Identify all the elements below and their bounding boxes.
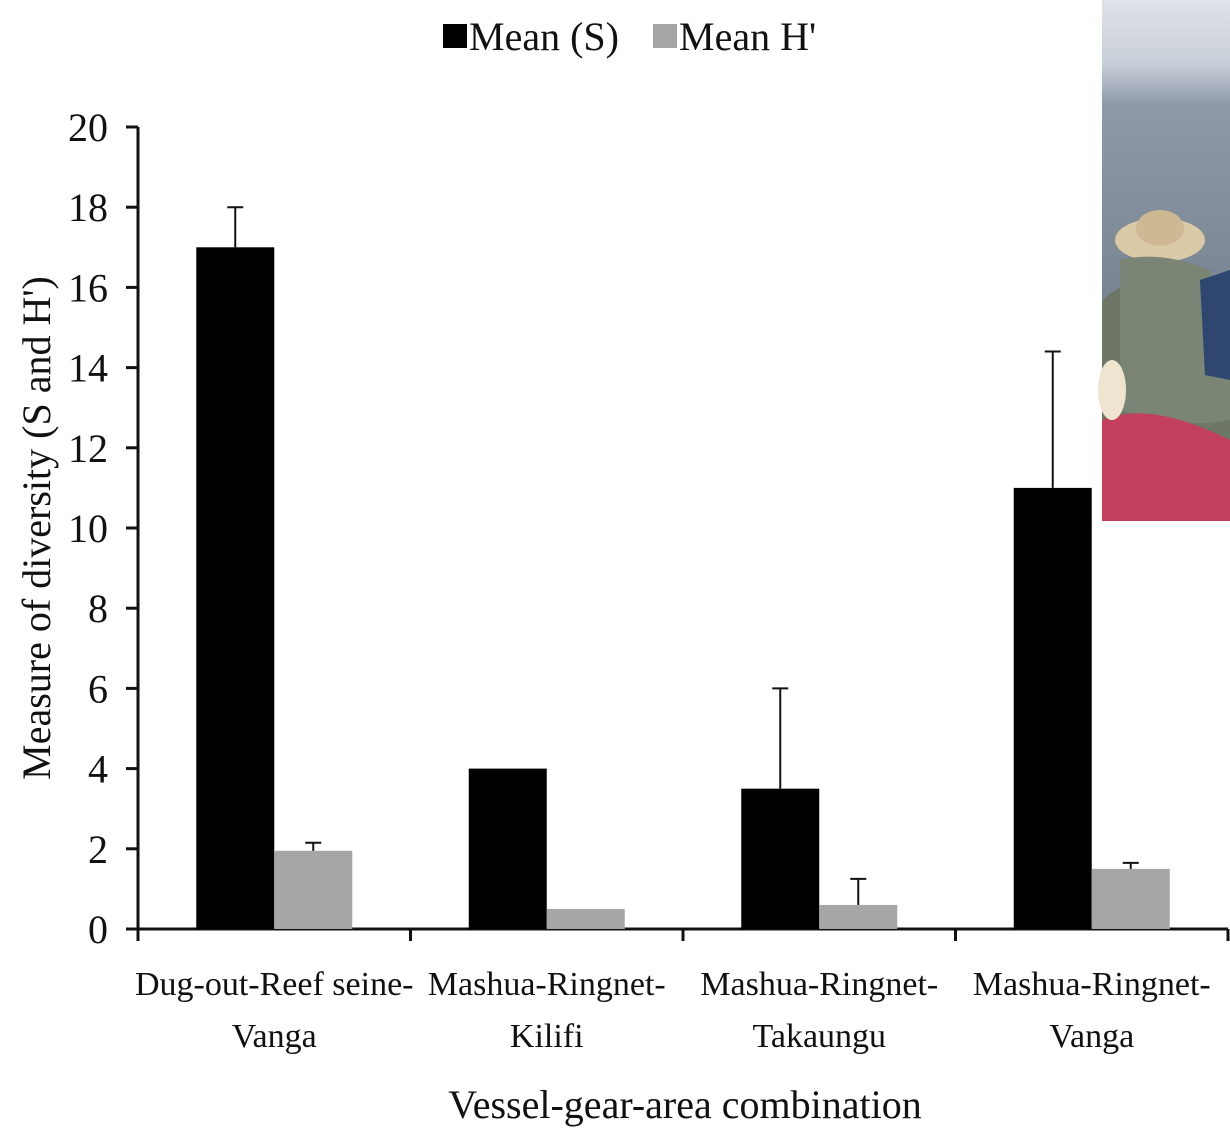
y-tick-label: 12 [68, 426, 108, 471]
legend-swatch [653, 24, 677, 48]
y-tick-label: 18 [68, 185, 108, 230]
y-tick-label: 0 [88, 907, 108, 952]
fishermen-boat-photo [1098, 0, 1230, 521]
bar-mean-h [274, 850, 353, 929]
chart-legend: Mean (S) Mean H' [443, 14, 816, 59]
y-tick-label: 8 [88, 586, 108, 631]
y-tick-label: 20 [68, 105, 108, 150]
bar-mean-s [741, 788, 820, 929]
bar-mean-s [1013, 487, 1092, 929]
legend-label: Mean (S) [469, 14, 619, 59]
y-tick-label: 4 [88, 747, 108, 792]
bar-mean-h [1091, 868, 1170, 929]
x-tick-label: Mashua-Ringnet-Kilifi [428, 966, 666, 1055]
x-tick-label: Mashua-Ringnet-Takaungu [700, 966, 938, 1055]
x-axis: Dug-out-Reef seine-VangaMashua-Ringnet-K… [126, 927, 1230, 1055]
y-axis: 0 2 4 6 8 10 12 14 16 18 20 [68, 105, 140, 952]
bar-mean-h [819, 904, 898, 929]
y-tick-label: 6 [88, 666, 108, 711]
y-tick-label: 10 [68, 506, 108, 551]
legend-label: Mean H' [679, 14, 816, 59]
bar-mean-s [468, 768, 547, 929]
bar-mean-s [196, 247, 275, 930]
legend-swatch [443, 24, 467, 48]
bars [196, 206, 1170, 930]
x-axis-title: Vessel-gear-area combination [448, 1082, 921, 1127]
x-tick-label: Dug-out-Reef seine-Vanga [135, 966, 414, 1055]
y-tick-label: 2 [88, 827, 108, 872]
y-tick-label: 16 [68, 265, 108, 310]
x-tick-label: Mashua-Ringnet-Vanga [973, 966, 1211, 1055]
bar-mean-h [546, 908, 625, 929]
y-tick-label: 14 [68, 346, 108, 391]
y-axis-title: Measure of diversity (S and H') [14, 276, 59, 780]
